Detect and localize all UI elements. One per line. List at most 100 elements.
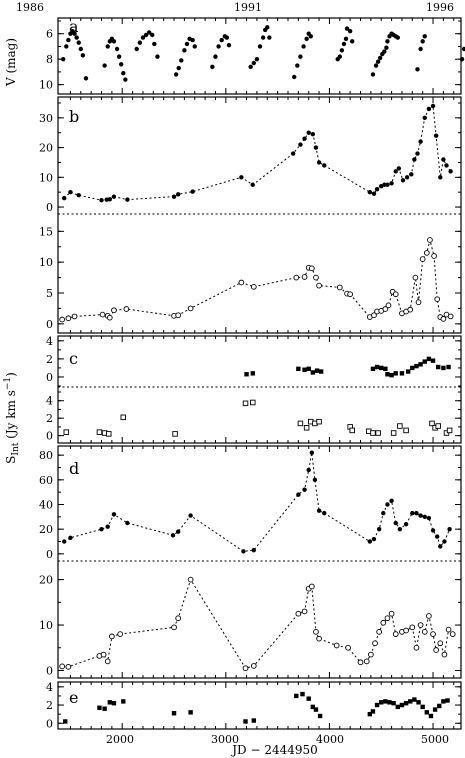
data-point-c-upper (244, 372, 249, 377)
data-point-b-upper (430, 103, 436, 109)
data-point-d-lower (175, 615, 182, 622)
data-point-d-upper (447, 526, 452, 532)
panel-frame-b (57, 96, 462, 334)
data-point-c-lower (242, 400, 249, 407)
panel-letter-b: b (69, 107, 79, 126)
data-point-c-lower (120, 414, 127, 421)
y-tick-label: 8 (46, 53, 53, 66)
data-point-c-lower (370, 430, 376, 436)
data-point-b-upper (298, 142, 303, 147)
data-point-a (184, 41, 190, 47)
data-point-c-lower (250, 399, 256, 406)
data-point-a (260, 35, 266, 40)
data-point-e (408, 699, 413, 704)
data-point-a (74, 35, 79, 40)
data-point-a (251, 60, 257, 66)
x-tick-label-4000: 4000 (316, 733, 344, 746)
data-point-a (213, 54, 218, 59)
data-point-a (210, 64, 215, 70)
data-point-a (116, 54, 122, 59)
y-tick-label: 5 (46, 287, 53, 300)
data-point-a (226, 42, 232, 48)
data-point-b-lower (59, 316, 65, 323)
y-tick-label: 0 (46, 318, 53, 331)
data-point-d-lower (357, 659, 364, 666)
data-point-d-lower (384, 615, 391, 622)
y-tick-label: 4 (46, 681, 53, 694)
data-point-b-lower (250, 283, 257, 290)
data-point-a (265, 25, 270, 30)
data-point-b-upper (76, 192, 81, 198)
data-point-b-lower (316, 282, 322, 289)
data-point-c-upper (446, 364, 451, 370)
series-line-b-upper (63, 104, 452, 201)
series-line-d-lower (62, 578, 454, 669)
data-point-a (60, 56, 66, 62)
data-point-a (179, 58, 184, 63)
data-point-a (78, 46, 83, 52)
data-point-b-lower (447, 313, 454, 320)
panel-letter-a: a (69, 17, 79, 36)
data-point-a (422, 34, 427, 39)
data-point-d-lower (250, 663, 257, 669)
data-point-b-upper (404, 175, 410, 180)
data-point-b-upper (68, 189, 73, 195)
y-tick-label: 60 (39, 474, 53, 487)
data-point-d-upper (367, 539, 373, 544)
data-point-a (304, 36, 309, 42)
data-point-e (107, 700, 112, 705)
data-point-a (339, 48, 345, 53)
data-point-b-upper (302, 136, 307, 141)
data-point-d-upper (397, 526, 403, 532)
data-point-b-upper (171, 194, 177, 199)
data-point-e (370, 709, 376, 714)
data-point-a (224, 35, 230, 40)
data-point-b-lower (419, 256, 426, 262)
data-point-d-lower (445, 626, 452, 633)
data-point-d-upper (422, 514, 427, 520)
data-point-e (424, 710, 430, 715)
data-point-e (399, 702, 405, 708)
y-axis-title-flux-units: (Jy km s (4, 390, 18, 443)
data-point-c-lower (435, 423, 441, 429)
data-point-d-upper (376, 526, 382, 532)
data-point-a (123, 77, 128, 82)
data-point-d-lower (104, 658, 111, 665)
data-point-b-upper (306, 130, 311, 135)
data-point-b-upper (396, 166, 402, 171)
data-point-a (248, 64, 253, 70)
data-point-a (382, 49, 387, 54)
data-point-a (155, 54, 160, 59)
data-point-c-upper (399, 371, 405, 376)
data-point-c-upper (383, 366, 388, 372)
y-tick-label: 4 (46, 335, 53, 348)
data-point-c-upper (250, 371, 255, 376)
data-point-e (403, 701, 409, 706)
data-point-b-lower (431, 253, 437, 259)
data-point-c-upper (385, 372, 390, 377)
data-point-a (80, 53, 86, 58)
data-point-d-upper (296, 492, 301, 497)
data-point-a (298, 54, 303, 59)
data-point-a (350, 39, 355, 44)
data-point-d-upper (68, 535, 73, 540)
data-point-b-lower (423, 250, 430, 256)
y-tick-label: 20 (39, 523, 53, 536)
data-point-d-lower (295, 610, 302, 617)
data-point-b-upper (441, 157, 446, 162)
data-point-c-lower (429, 420, 435, 427)
data-point-a (254, 56, 260, 62)
y-tick-label: 0 (46, 717, 53, 730)
data-point-b-upper (412, 157, 417, 162)
data-point-a (102, 63, 107, 68)
data-point-c-lower (446, 427, 453, 434)
data-point-b-lower (440, 316, 447, 322)
data-point-e (420, 704, 425, 710)
y-tick-label: 20 (39, 574, 53, 587)
data-point-d-upper (251, 547, 257, 553)
data-point-a (140, 35, 146, 40)
data-point-b-upper (418, 139, 423, 144)
data-point-d-upper (410, 510, 415, 516)
data-point-e (111, 701, 117, 706)
data-point-d-lower (376, 629, 383, 635)
